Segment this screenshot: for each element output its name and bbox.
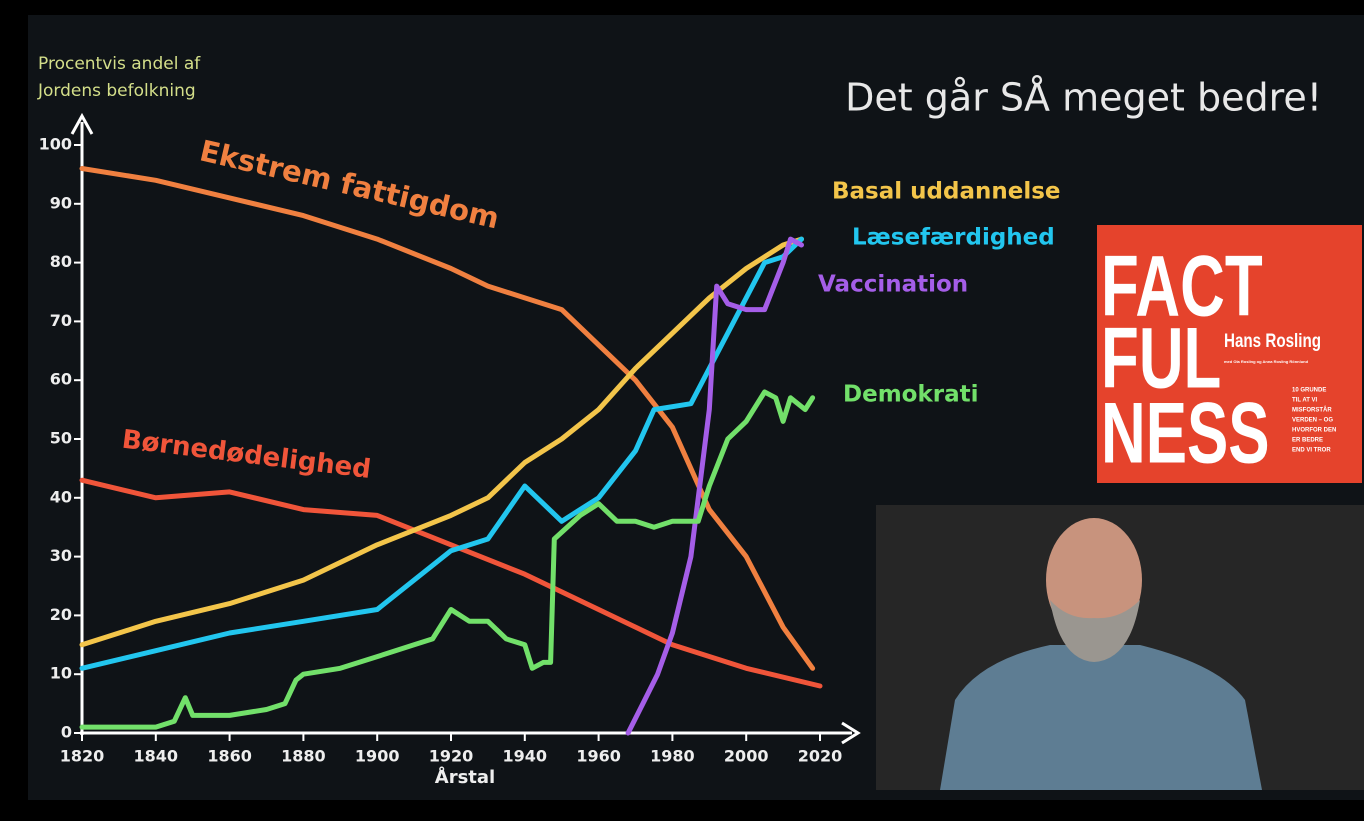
x-tick-label: 1940 xyxy=(503,747,548,766)
y-tick-label: 70 xyxy=(50,311,72,330)
book-author: Hans Rosling xyxy=(1224,329,1321,351)
y-tick-label: 20 xyxy=(50,605,72,624)
x-tick-label: 1960 xyxy=(576,747,621,766)
series-label: Demokrati xyxy=(843,382,979,408)
x-axis-label: Årstal xyxy=(435,765,495,788)
book-title: NESS xyxy=(1101,385,1270,481)
book-tagline: ER BEDRE xyxy=(1292,438,1323,444)
book-tagline: END VI TROR xyxy=(1292,448,1331,454)
y-tick-label: 90 xyxy=(50,193,72,212)
speaker-video xyxy=(876,505,1364,790)
x-tick-label: 1820 xyxy=(60,747,105,766)
series-label: Læsefærdighed xyxy=(852,225,1055,251)
series-label: Vaccination xyxy=(818,272,968,298)
screen: Det går SÅ meget bedre! Procentvis andel… xyxy=(0,0,1364,821)
book-tagline: HVORFOR DEN xyxy=(1292,428,1336,434)
x-tick-label: 1980 xyxy=(650,747,695,766)
y-tick-label: 30 xyxy=(50,546,72,565)
y-tick-label: 60 xyxy=(50,370,72,389)
book-tagline: MISFORSTÅR xyxy=(1292,407,1332,414)
y-axis-label: Procentvis andel af xyxy=(38,54,201,74)
y-tick-label: 100 xyxy=(39,135,72,154)
y-tick-label: 10 xyxy=(50,664,72,683)
y-axis-label: Jordens befolkning xyxy=(37,81,196,101)
book-tagline: TIL AT VI xyxy=(1292,398,1318,404)
book-tagline: 10 GRUNDE xyxy=(1292,388,1326,394)
book-tagline: VERDEN – OG xyxy=(1292,418,1333,424)
x-tick-label: 1860 xyxy=(207,747,252,766)
slide-title: Det går SÅ meget bedre! xyxy=(845,76,1322,120)
x-tick-label: 2020 xyxy=(798,747,843,766)
y-tick-label: 0 xyxy=(61,723,72,742)
x-tick-label: 1900 xyxy=(355,747,400,766)
book-cover: FACT FUL NESS Hans Rosling med Ola Rosli… xyxy=(1097,225,1362,483)
x-tick-label: 1920 xyxy=(429,747,474,766)
y-tick-label: 80 xyxy=(50,252,72,271)
series-label: Basal uddannelse xyxy=(832,179,1061,205)
y-tick-label: 50 xyxy=(50,429,72,448)
x-tick-label: 1880 xyxy=(281,747,326,766)
book-coauthors: med Ola Rosling og Anna Rosling Rönnlund xyxy=(1224,359,1309,364)
y-tick-label: 40 xyxy=(50,487,72,506)
x-tick-label: 2000 xyxy=(724,747,769,766)
x-tick-label: 1840 xyxy=(134,747,179,766)
